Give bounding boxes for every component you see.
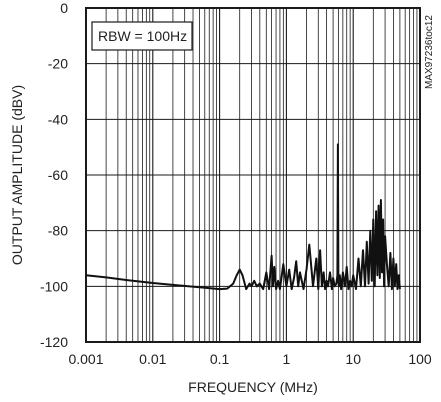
y-tick-label: -80 bbox=[48, 223, 68, 239]
series-layer bbox=[85, 143, 401, 291]
y-tick-label: -120 bbox=[40, 334, 68, 350]
rbw-annotation-box bbox=[91, 21, 193, 51]
x-tick-label: 0.1 bbox=[210, 351, 230, 367]
y-tick-label: -100 bbox=[40, 278, 68, 294]
grid bbox=[85, 7, 420, 343]
x-tick-label: 1 bbox=[283, 351, 291, 367]
y-axis-label: OUTPUT AMPLITUDE (dBV) bbox=[9, 85, 25, 265]
x-axis-label: FREQUENCY (MHz) bbox=[188, 379, 318, 395]
figure-code: MAX97236toc12 bbox=[424, 15, 435, 89]
x-tick-label: 100 bbox=[408, 351, 432, 367]
y-tick-label: -60 bbox=[48, 167, 68, 183]
x-tick-label: 0.01 bbox=[139, 351, 166, 367]
y-tick-label: 0 bbox=[60, 0, 68, 16]
y-tick-label: -20 bbox=[48, 56, 68, 72]
x-tick-label: 0.001 bbox=[68, 351, 103, 367]
rbw-annotation: RBW = 100Hz bbox=[98, 28, 187, 44]
x-tick-label: 10 bbox=[345, 351, 361, 367]
plot-frame bbox=[85, 7, 421, 343]
y-tick-label: -40 bbox=[48, 111, 68, 127]
series-line bbox=[85, 143, 401, 291]
